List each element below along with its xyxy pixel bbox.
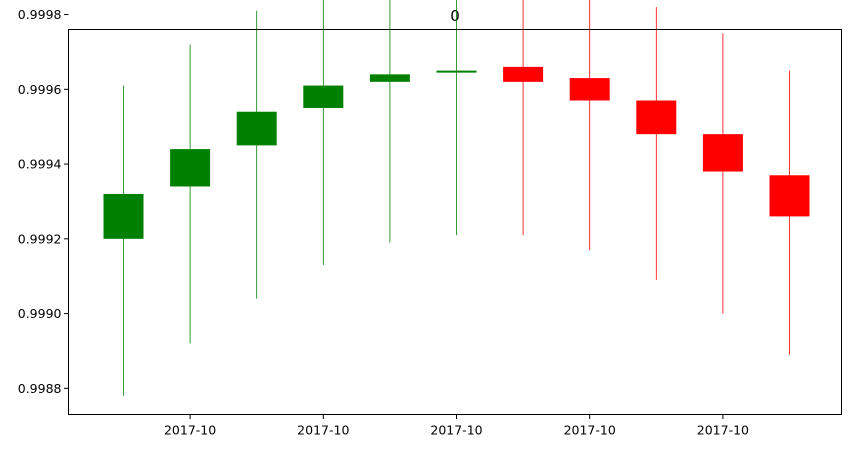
candle-body [369,74,410,82]
y-tick-label: 0.9988 [18,381,62,396]
candle-body [636,100,677,135]
candle-body [503,66,544,82]
candle-body [236,111,277,146]
x-tick-label: 2017-10 [297,423,349,438]
plot-frame [68,29,842,415]
candle-body [702,134,743,172]
y-tick-label: 0.9990 [18,306,62,321]
y-tick-label: 0.9994 [18,157,62,172]
candle-body [569,78,610,101]
y-tick-label: 0.9992 [18,231,62,246]
chart-title: 0 [450,7,460,25]
candles-group [103,0,810,396]
y-tick-label: 0.9998 [18,7,62,22]
candle-body [170,149,211,187]
x-tick-label: 2017-10 [564,423,616,438]
y-tick-label: 0.9996 [18,82,62,97]
candle-body [436,70,477,73]
x-tick-label: 2017-10 [164,423,216,438]
x-axis-ticks: 2017-10 2017-10 2017-10 2017-10 2017-10 [164,414,749,438]
candle-body [103,193,144,239]
y-axis-ticks: 0.9988 0.9990 0.9992 0.9994 0.9996 0.9998 [18,7,69,396]
candle-body [303,85,344,108]
x-tick-label: 2017-10 [430,423,482,438]
candle-body [769,175,810,217]
x-tick-label: 2017-10 [697,423,749,438]
